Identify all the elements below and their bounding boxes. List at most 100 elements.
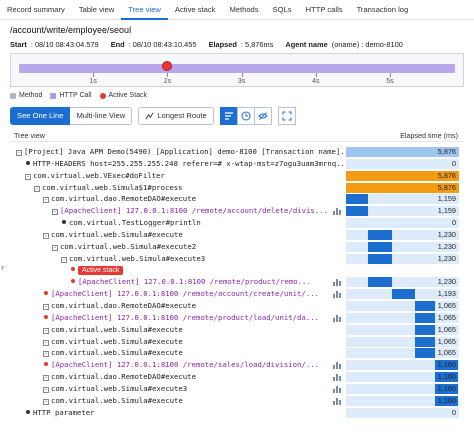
bar-chart-icon[interactable]: [332, 360, 342, 370]
tree-row[interactable]: - com.virtual.dao.RemoteDAO#execute 1,065: [10, 300, 464, 312]
bullet-icon: [71, 267, 75, 272]
end-value: : 08/10 08:43:10.455: [128, 40, 197, 49]
tree-row-text: com.virtual.web.Simula$1#process: [42, 182, 183, 192]
tree-row[interactable]: Active stack: [10, 264, 464, 276]
elapsed-value: 1,230: [437, 241, 456, 251]
elapsed-track: [346, 194, 459, 205]
collapse-toggle-icon[interactable]: -: [43, 326, 49, 334]
tree-row[interactable]: - com.virtual.web.Simula#execute3 1,230: [10, 253, 464, 265]
bar-chart-icon[interactable]: [332, 372, 342, 382]
tree-row[interactable]: HTTP-HEADERS host=255.255.255.248 refere…: [10, 158, 464, 170]
tree-row[interactable]: - com.virtual.web.Simula#execute 1,065: [10, 336, 464, 348]
tree-row-label: - com.virtual.web.Simula#execute: [43, 336, 344, 348]
elapsed-track: [346, 218, 459, 229]
tree-row[interactable]: - com.virtual.web.Simula#execute 1,065: [10, 324, 464, 336]
collapse-toggle-icon[interactable]: -: [16, 149, 22, 156]
bar-chart-icon[interactable]: [332, 289, 342, 299]
legend-active-stack-label: Active Stack: [108, 92, 148, 99]
elapsed-bar: [346, 206, 369, 217]
tab-http-calls[interactable]: HTTP calls: [305, 5, 343, 14]
tree-row[interactable]: [ApacheClient] 127.0.0.1:8100 /remote/sa…: [10, 359, 464, 371]
tree-row[interactable]: - com.virtual.web.Simula#execute 1,065: [10, 347, 464, 359]
elapsed-track: [346, 206, 459, 217]
tab-sqls[interactable]: SQLs: [272, 5, 292, 14]
expand-button[interactable]: [277, 107, 296, 125]
tab-methods[interactable]: Methods: [229, 5, 259, 14]
bar-chart-icon[interactable]: [332, 313, 342, 322]
tab-table-view[interactable]: Table view: [78, 5, 115, 14]
see-one-line-button[interactable]: See One Line: [10, 107, 71, 125]
elapsed-value: 1,159: [437, 194, 456, 204]
bar-chart-icon[interactable]: [332, 384, 342, 393]
longest-route-button[interactable]: Longest Route: [138, 107, 214, 125]
tree-row-text: HTTP parameter: [33, 407, 95, 417]
tree-row[interactable]: [ApacheClient] 127.0.0.1:8100 /remote/pr…: [10, 312, 464, 324]
timeline[interactable]: 1s 2s 3s 4s 5s: [10, 53, 464, 87]
collapse-toggle-icon[interactable]: -: [43, 385, 49, 393]
tree-row-label: - com.virtual.web.Simula#execute: [43, 347, 344, 359]
elapsed-track: [346, 383, 459, 394]
tree-row[interactable]: - com.virtual.dao.RemoteDAO#execute 1,160: [10, 371, 464, 383]
tree-row[interactable]: - [Project] Java APM Demo(5490) [Applicat…: [10, 146, 464, 158]
tab-active-stack[interactable]: Active stack: [174, 5, 216, 14]
timeline-tick-label: 3s: [237, 78, 246, 85]
tab-transaction-log[interactable]: Transaction log: [356, 5, 409, 14]
tree-row-text: com.virtual.TestLogger#println: [69, 218, 201, 228]
elapsed-value: 1,065: [437, 348, 456, 358]
hide-button[interactable]: [253, 107, 272, 125]
collapse-toggle-icon[interactable]: -: [34, 184, 40, 192]
tree-row-text: com.virtual.dao.RemoteDAO#execute: [51, 194, 196, 204]
collapse-toggle-icon[interactable]: -: [52, 208, 58, 216]
timeline-tick-label: 1s: [89, 78, 97, 85]
timeline-tick-label: 4s: [312, 78, 320, 85]
collapse-toggle-icon[interactable]: -: [43, 374, 49, 382]
tree-row-text: com.virtual.web.VExec#doFilter: [33, 170, 165, 180]
tree-row[interactable]: - [ApacheClient] 127.0.0.1:8100 /remote/a…: [10, 205, 464, 217]
tree-row[interactable]: [ApacheClient] 127.0.0.1:8100 /remote/ac…: [10, 288, 464, 300]
active-stack-badge[interactable]: Active stack: [78, 266, 124, 276]
elapsed-bar: [346, 194, 369, 205]
timeline-tick: [241, 73, 243, 77]
collapse-toggle-icon[interactable]: -: [43, 338, 49, 346]
tree-row-text: com.virtual.web.Simula#execute: [51, 324, 183, 334]
tree-row[interactable]: com.virtual.TestLogger#println 0: [10, 217, 464, 229]
tree-row[interactable]: HTTP parameter 0: [10, 407, 464, 419]
tree-row[interactable]: - com.virtual.web.Simula#execute2 1,230: [10, 241, 464, 253]
tree-row[interactable]: - com.virtual.web.Simula#execute 1,230: [10, 229, 464, 241]
tree-row[interactable]: - com.virtual.web.Simula#execute 1,160: [10, 395, 464, 407]
tree-row-label: - [Project] Java APM Demo(5490) [Applicat…: [16, 146, 344, 158]
elapsed-bar: [414, 336, 436, 347]
tree-row[interactable]: - com.virtual.web.Simula#execute3 1,160: [10, 383, 464, 395]
collapse-toggle-icon[interactable]: -: [43, 350, 49, 358]
collapse-toggle-icon[interactable]: -: [43, 231, 49, 239]
collapse-toggle-icon[interactable]: -: [43, 196, 49, 204]
elapsed-value: 1,065: [437, 312, 456, 322]
tree-row-label: - com.virtual.web.Simula#execute: [43, 324, 344, 336]
tree-row-label: - com.virtual.web.Simula$1#process: [34, 182, 344, 194]
tree-row-label: - [ApacheClient] 127.0.0.1:8100 /remote/a…: [52, 205, 330, 217]
bar-chart-icon[interactable]: [332, 277, 342, 287]
tab-record-summary[interactable]: Record summary: [7, 5, 65, 14]
tree-row[interactable]: [ApacheClient] 127.0.0.1:8100 /remote/pr…: [10, 276, 464, 288]
tree-row[interactable]: - com.virtual.web.Simula$1#process 5,876: [10, 182, 464, 194]
bullet-icon: [62, 220, 66, 225]
active-stack-marker[interactable]: [162, 61, 173, 71]
bar-chart-icon[interactable]: [332, 396, 342, 405]
tree-header: Tree view Elapsed time (ms): [10, 128, 464, 142]
elapsed-bar: [368, 277, 392, 288]
tree-row[interactable]: - com.virtual.web.VExec#doFilter 5,876: [10, 170, 464, 182]
collapse-toggle-icon[interactable]: -: [25, 172, 31, 180]
tab-tree-view[interactable]: Tree view: [121, 0, 168, 20]
tree-row[interactable]: - com.virtual.dao.RemoteDAO#execute 1,159: [10, 193, 464, 205]
sort-desc-button[interactable]: [219, 107, 238, 125]
collapse-toggle-icon[interactable]: -: [61, 255, 67, 263]
transaction-url: /account/write/employee/seoul: [10, 25, 132, 35]
collapse-toggle-icon[interactable]: -: [43, 302, 49, 310]
clock-button[interactable]: [236, 107, 255, 125]
multi-line-view-button[interactable]: Multi-line View: [70, 107, 133, 125]
collapse-toggle-icon[interactable]: -: [52, 243, 58, 251]
bar-chart-icon[interactable]: [332, 206, 342, 216]
collapse-toggle-icon[interactable]: -: [43, 397, 49, 405]
expand-left-icon[interactable]: ›: [1, 262, 4, 272]
timeline-tick: [315, 73, 317, 77]
